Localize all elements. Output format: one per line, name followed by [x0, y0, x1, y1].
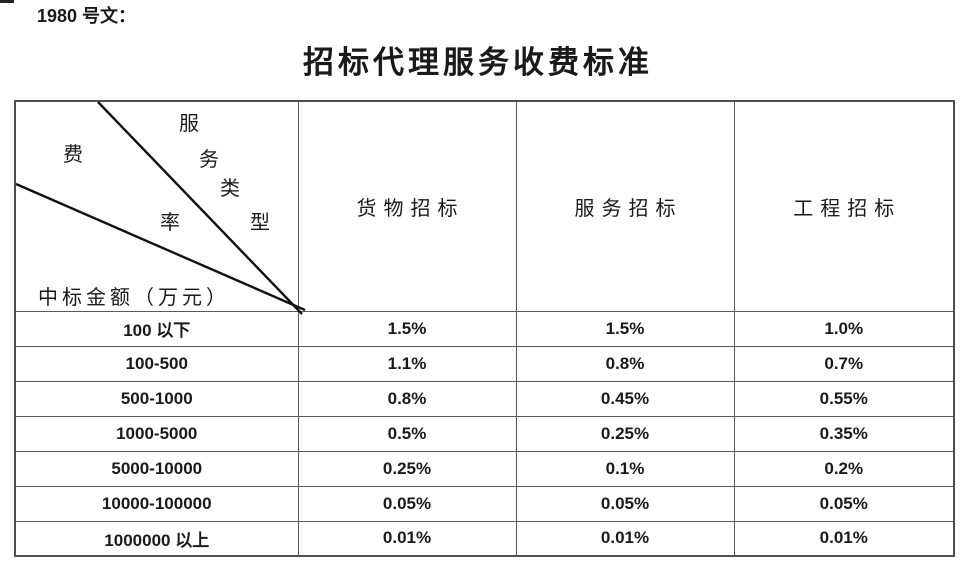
column-header-services: 服务招标	[515, 100, 735, 312]
rate-cell: 0.05%	[297, 485, 517, 522]
amount-range-cell: 1000-5000	[14, 415, 299, 452]
fee-row: 100 以下 1.5% 1.5% 1.0%	[14, 310, 955, 347]
amount-range-cell: 5000-10000	[14, 450, 299, 487]
rate-cell: 0.35%	[733, 415, 955, 452]
fee-row: 10000-100000 0.05% 0.05% 0.05%	[14, 485, 955, 522]
fee-rate-char-1: 费	[63, 144, 83, 166]
service-type-char-3: 类	[220, 178, 240, 200]
fee-table: 费 率 服 务 类 型 中标金额（万元） 货物招标 服务招标 工程招标 100 …	[14, 100, 955, 557]
amount-range-cell: 100 以下	[14, 310, 299, 347]
rate-cell: 0.55%	[733, 380, 955, 417]
rate-cell: 1.1%	[297, 345, 517, 382]
rate-cell: 0.45%	[515, 380, 735, 417]
rate-cell: 0.7%	[733, 345, 955, 382]
amount-range-cell: 100-500	[14, 345, 299, 382]
diagonal-divider-lines	[15, 101, 306, 315]
rate-cell: 0.05%	[515, 485, 735, 522]
rate-cell: 0.01%	[515, 520, 735, 557]
amount-range-cell: 1000000 以上	[14, 520, 299, 557]
rate-cell: 0.1%	[515, 450, 735, 487]
fee-table-body: 100 以下 1.5% 1.5% 1.0% 100-500 1.1% 0.8% 0.7% 500…	[14, 310, 955, 557]
rate-cell: 0.5%	[297, 415, 517, 452]
header-row: 费 率 服 务 类 型 中标金额（万元） 货物招标 服务招标 工程招标	[14, 100, 955, 315]
service-type-char-1: 服	[179, 113, 199, 135]
fee-row: 5000-10000 0.25% 0.1% 0.2%	[14, 450, 955, 487]
service-type-char-2: 务	[199, 149, 219, 171]
doc-number-label: 1980 号文：	[37, 6, 137, 26]
rate-cell: 0.25%	[515, 415, 735, 452]
rate-cell: 0.25%	[297, 450, 517, 487]
rate-cell: 1.5%	[297, 310, 517, 347]
rate-cell: 0.2%	[733, 450, 955, 487]
column-header-works: 工程招标	[733, 100, 955, 312]
diagonal-header-cell: 费 率 服 务 类 型 中标金额（万元）	[14, 100, 306, 315]
amount-range-cell: 10000-100000	[14, 485, 299, 522]
service-type-char-4: 型	[250, 212, 270, 234]
page-title: 招标代理服务收费标准	[303, 45, 653, 80]
column-header-goods: 货物招标	[297, 100, 517, 312]
rate-cell: 0.01%	[733, 520, 955, 557]
rate-cell: 0.05%	[733, 485, 955, 522]
rate-cell: 0.8%	[515, 345, 735, 382]
rate-cell: 0.01%	[297, 520, 517, 557]
rate-cell: 1.0%	[733, 310, 955, 347]
fee-rate-char-2: 率	[160, 212, 180, 234]
fee-row: 1000000 以上 0.01% 0.01% 0.01%	[14, 520, 955, 557]
fee-row: 1000-5000 0.5% 0.25% 0.35%	[14, 415, 955, 452]
amount-axis-label: 中标金额（万元）	[38, 287, 230, 309]
fee-row: 100-500 1.1% 0.8% 0.7%	[14, 345, 955, 382]
scan-artifact-line	[0, 0, 14, 3]
fee-row: 500-1000 0.8% 0.45% 0.55%	[14, 380, 955, 417]
amount-range-cell: 500-1000	[14, 380, 299, 417]
rate-cell: 1.5%	[515, 310, 735, 347]
rate-cell: 0.8%	[297, 380, 517, 417]
